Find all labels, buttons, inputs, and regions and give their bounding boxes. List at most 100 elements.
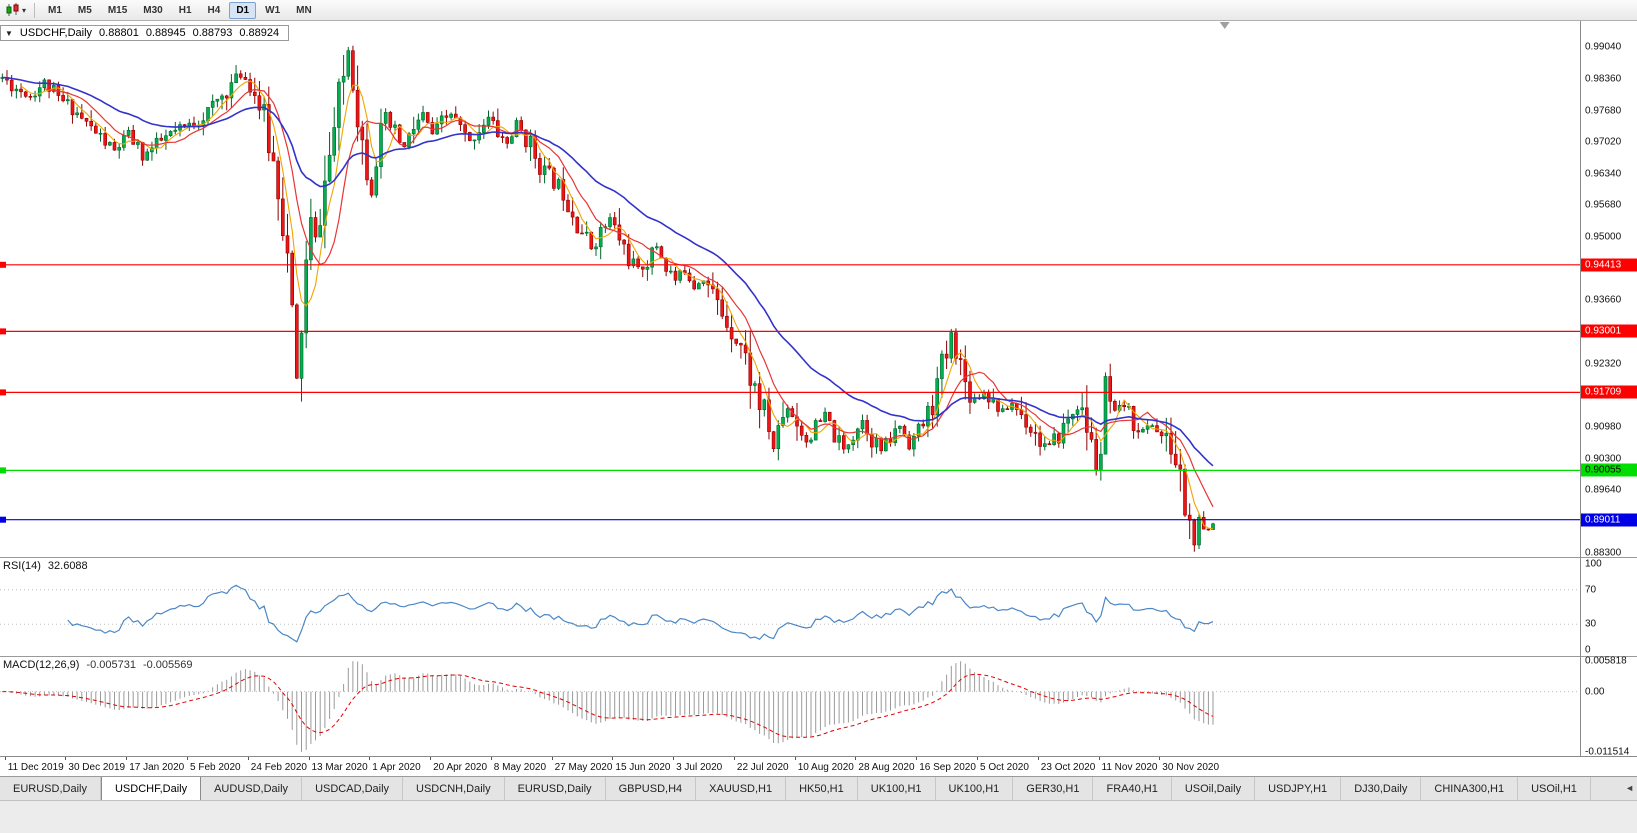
- macd-tick-label: -0.011514: [1585, 746, 1630, 758]
- price-tick-label: 0.93660: [1585, 294, 1622, 306]
- price-chart-pane[interactable]: ▼ USDCHF,Daily 0.88801 0.88945 0.88793 0…: [0, 21, 1580, 557]
- rsi-label: RSI(14): [3, 560, 41, 572]
- rsi-canvas[interactable]: [0, 558, 1580, 656]
- price-tick-label: 0.98360: [1585, 73, 1622, 85]
- one-click-trading-toggle-icon[interactable]: ▼: [5, 28, 13, 38]
- rsi-axis[interactable]: 100 70 30 0: [1581, 558, 1637, 656]
- date-tick: [126, 757, 128, 760]
- date-label: 15 Jun 2020: [615, 762, 671, 773]
- rsi-pane[interactable]: RSI(14) 32.6088: [0, 558, 1580, 656]
- date-tick: [308, 757, 310, 760]
- date-tick: [673, 757, 675, 760]
- date-tick: [977, 757, 978, 760]
- macd-indicator-label: MACD(12,26,9) -0.005731 -0.005569: [3, 659, 193, 671]
- timeframe-button-h1[interactable]: H1: [178, 4, 192, 16]
- price-tick-label: 0.88300: [1585, 547, 1622, 559]
- price-level-badge-0.94413: 0.94413: [1581, 258, 1637, 272]
- date-tick: [916, 757, 918, 760]
- timeframe-button-m15[interactable]: M15: [107, 4, 128, 16]
- chart-type-dropdown-icon[interactable]: ▾: [22, 5, 27, 15]
- macd-canvas[interactable]: [0, 657, 1580, 756]
- rsi-tick-label: 70: [1585, 584, 1597, 596]
- date-label: 11 Dec 2019: [7, 762, 64, 773]
- macd-axis[interactable]: 0.005818 0.00 -0.011514: [1581, 655, 1637, 758]
- chart-tab-usdchf-daily[interactable]: USDCHF,Daily: [100, 777, 202, 800]
- date-tick: [855, 757, 857, 760]
- date-label: 30 Nov 2020: [1162, 762, 1220, 773]
- chart-tab-usdcad-daily[interactable]: USDCAD,Daily: [302, 777, 404, 800]
- date-tick: [4, 757, 6, 760]
- timeframe-button-mn[interactable]: MN: [296, 4, 312, 16]
- chart-tab-fra40-h1[interactable]: FRA40,H1: [1093, 777, 1172, 800]
- macd-tick-label: 0.00: [1585, 686, 1605, 698]
- date-label: 17 Jan 2020: [129, 762, 185, 773]
- candlestick-canvas[interactable]: [0, 21, 1580, 557]
- date-label: 10 Aug 2020: [797, 762, 854, 773]
- macd-tick-label: 0.005818: [1585, 655, 1627, 667]
- date-tick: [733, 757, 735, 760]
- date-tick: [430, 757, 432, 760]
- chart-tab-usdjpy-h1[interactable]: USDJPY,H1: [1255, 777, 1342, 800]
- chart-tab-xauusd-h1[interactable]: XAUUSD,H1: [696, 777, 787, 800]
- chart-tab-uk100-h1[interactable]: UK100,H1: [935, 777, 1014, 800]
- chart-ohlc-box: ▼ USDCHF,Daily 0.88801 0.88945 0.88793 0…: [0, 25, 290, 41]
- date-label: 22 Jul 2020: [736, 762, 789, 773]
- ohlc-close: 0.88924: [239, 27, 280, 39]
- chart-tab-usdcnh-daily[interactable]: USDCNH,Daily: [403, 777, 505, 800]
- timeframe-button-w1[interactable]: W1: [265, 4, 281, 16]
- price-tick-label: 0.99040: [1585, 41, 1622, 52]
- timeframe-button-h4[interactable]: H4: [207, 4, 221, 16]
- ohlc-high: 0.88945: [145, 27, 186, 39]
- price-tick-label: 0.90980: [1585, 421, 1622, 433]
- price-tick-label: 0.89640: [1585, 484, 1622, 496]
- date-label: 30 Dec 2019: [68, 762, 126, 773]
- chart-tab-dj30-daily[interactable]: DJ30,Daily: [1341, 777, 1422, 800]
- date-tick: [1159, 757, 1161, 760]
- price-tick-label: 0.97020: [1585, 136, 1622, 148]
- tabbar-scroll-icon[interactable]: ◄: [1625, 783, 1634, 793]
- time-axis[interactable]: 11 Dec 2019 30 Dec 2019 17 Jan 2020 5 Feb 2…: [0, 756, 1637, 776]
- rsi-tick-label: 100: [1585, 558, 1602, 570]
- macd-pane[interactable]: MACD(12,26,9) -0.005731 -0.005569: [0, 657, 1580, 756]
- chart-type-icon[interactable]: [4, 2, 22, 19]
- date-label: 20 Apr 2020: [433, 762, 488, 773]
- chart-tab-eurusd-daily[interactable]: EURUSD,Daily: [504, 777, 606, 800]
- date-label: 8 May 2020: [493, 762, 547, 773]
- chart-tab-china300-h1[interactable]: CHINA300,H1: [1421, 777, 1519, 800]
- price-axis[interactable]: 0.99040 0.98360 0.97680 0.97020 0.96340 0.956…: [1581, 21, 1637, 559]
- chart-tab-eurusd-daily[interactable]: EURUSD,Daily: [0, 777, 101, 800]
- timeframe-button-d1[interactable]: D1: [229, 1, 257, 19]
- ohlc-open: 0.88801: [99, 27, 139, 39]
- pane-separator[interactable]: [0, 656, 1637, 657]
- date-label: 23 Oct 2020: [1040, 762, 1096, 773]
- pane-separator[interactable]: [0, 557, 1637, 558]
- date-tick: [551, 757, 553, 760]
- date-label: 16 Sep 2020: [919, 762, 976, 773]
- chart-tab-ger30-h1[interactable]: GER30,H1: [1013, 777, 1094, 800]
- timeframe-button-m30[interactable]: M30: [143, 4, 163, 16]
- price-tick-label: 0.95000: [1585, 231, 1622, 243]
- date-label: 13 Mar 2020: [311, 762, 368, 773]
- price-level-badge-0.89011: 0.89011: [1581, 513, 1637, 527]
- rsi-value: 32.6088: [47, 560, 88, 572]
- chart-tab-gbpusd-h4[interactable]: GBPUSD,H4: [605, 777, 697, 800]
- price-tick-label: 0.96340: [1585, 168, 1622, 180]
- date-tick: [247, 757, 249, 760]
- date-label: 5 Oct 2020: [980, 762, 1029, 773]
- chart-tab-uk100-h1[interactable]: UK100,H1: [857, 777, 936, 800]
- date-label: 1 Apr 2020: [372, 762, 421, 773]
- chart-tab-usoil-h1[interactable]: USOil,H1: [1518, 777, 1591, 800]
- toolbar-separator: [34, 2, 36, 18]
- timeframe-button-m5[interactable]: M5: [77, 4, 92, 16]
- macd-label: MACD(12,26,9): [3, 659, 80, 671]
- macd-value-signal: -0.005569: [142, 659, 193, 671]
- price-tick-label: 0.95680: [1585, 199, 1622, 211]
- timeframe-button-m1[interactable]: M1: [48, 4, 62, 16]
- chart-tab-usoil-daily[interactable]: USOil,Daily: [1171, 777, 1256, 800]
- chart-tab-audusd-daily[interactable]: AUDUSD,Daily: [201, 777, 303, 800]
- chart-tab-hk50-h1[interactable]: HK50,H1: [786, 777, 858, 800]
- date-label: 11 Nov 2020: [1101, 762, 1158, 773]
- status-bar: [0, 800, 1637, 833]
- candlestick-chart-glyph: [6, 3, 19, 16]
